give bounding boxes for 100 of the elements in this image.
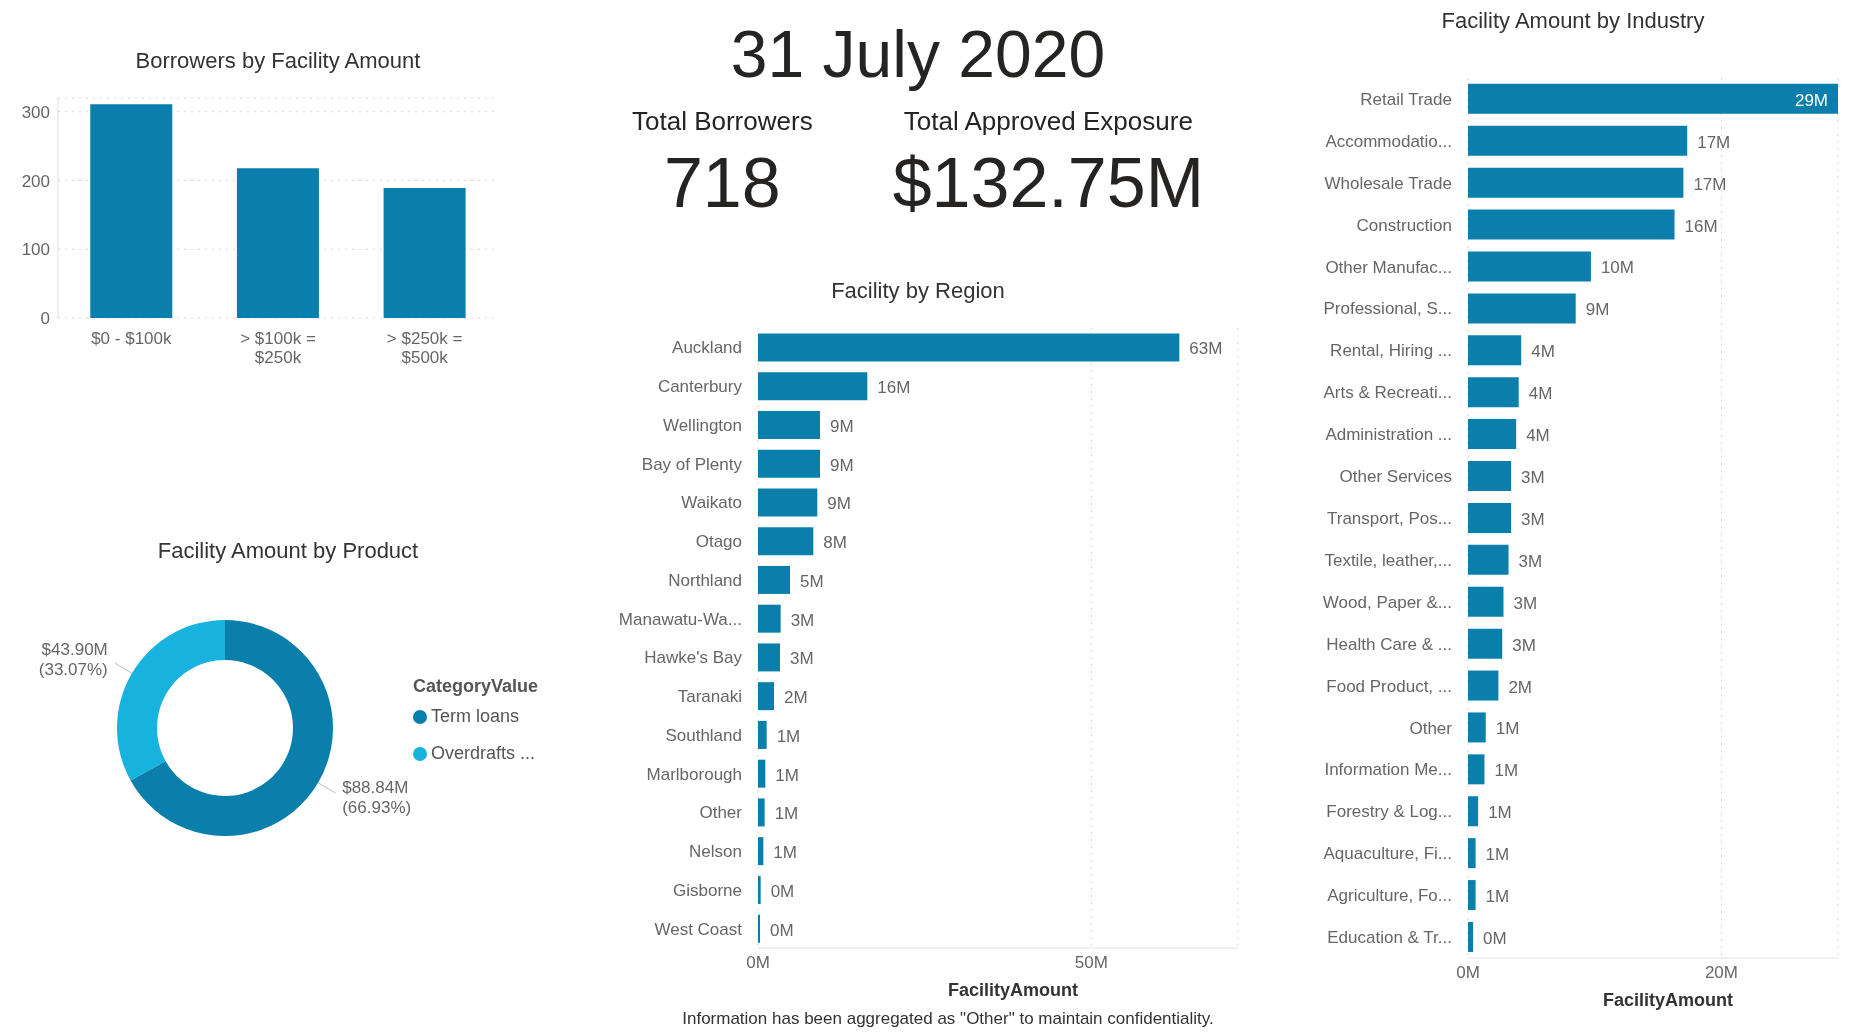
bar bbox=[1468, 628, 1503, 659]
x-axis-title: FacilityAmount bbox=[947, 980, 1079, 1001]
bar bbox=[1468, 502, 1512, 533]
bar bbox=[1468, 921, 1474, 952]
data-label: 1M bbox=[1495, 719, 1520, 739]
bar bbox=[1468, 838, 1476, 869]
bar bbox=[1468, 167, 1684, 198]
bar bbox=[1468, 419, 1517, 450]
y-tick-label: Construction bbox=[1356, 215, 1452, 235]
bar bbox=[1468, 83, 1838, 114]
bar bbox=[758, 798, 765, 827]
bar bbox=[758, 372, 868, 401]
data-label: 9M bbox=[830, 416, 854, 436]
legend-title: CategoryValue bbox=[412, 675, 538, 698]
data-label: 0M bbox=[770, 881, 795, 901]
y-tick-label: Agriculture, Fo... bbox=[1327, 886, 1452, 906]
data-label: 4M bbox=[1528, 384, 1553, 404]
data-label: 1M bbox=[1488, 803, 1512, 823]
y-tick-label: Hawke's Bay bbox=[644, 648, 743, 668]
y-tick-label: 100 bbox=[21, 240, 50, 260]
data-label: 17M bbox=[1693, 174, 1727, 194]
bar bbox=[236, 168, 319, 318]
y-tick-label: Otago bbox=[695, 532, 742, 552]
y-tick-label: Administration ... bbox=[1325, 425, 1452, 445]
data-label: 3M bbox=[1512, 635, 1536, 655]
bar bbox=[1468, 544, 1509, 575]
x-tick-label: > $250k = $500k bbox=[386, 329, 463, 367]
x-tick-label: 0M bbox=[1456, 963, 1480, 983]
bar bbox=[758, 720, 767, 749]
data-label: 8M bbox=[823, 533, 847, 553]
bar bbox=[758, 682, 774, 711]
bar bbox=[758, 449, 820, 478]
bar bbox=[758, 565, 790, 594]
bar bbox=[758, 643, 780, 672]
legend-label: Overdrafts ... bbox=[429, 742, 536, 765]
data-label: 2M bbox=[1508, 677, 1533, 697]
x-tick-label: 50M bbox=[1074, 953, 1108, 973]
y-tick-label: Gisborne bbox=[673, 880, 742, 900]
data-label: 29M bbox=[1794, 90, 1828, 110]
data-label: 3M bbox=[790, 649, 814, 669]
y-tick-label: Wellington bbox=[662, 415, 742, 435]
y-tick-label: West Coast bbox=[654, 919, 743, 939]
donut-slice bbox=[130, 620, 333, 836]
y-tick-label: Auckland bbox=[672, 338, 742, 358]
x-tick-label: 0M bbox=[746, 953, 770, 973]
data-label: 63M bbox=[1189, 339, 1223, 359]
y-tick-label: Textile, leather,... bbox=[1324, 550, 1452, 570]
y-tick-label: Southland bbox=[665, 725, 742, 745]
data-label: 3M bbox=[790, 610, 815, 630]
text: 31 July 2020 bbox=[729, 16, 1107, 92]
y-tick-label: Other Services bbox=[1339, 467, 1452, 487]
data-label: 10M bbox=[1600, 258, 1634, 278]
y-tick-label: Other bbox=[699, 803, 743, 823]
y-tick-label: Information Me... bbox=[1324, 760, 1452, 780]
y-tick-label: Health Care & ... bbox=[1326, 634, 1452, 654]
y-tick-label: Canterbury bbox=[657, 377, 743, 397]
y-tick-label: Rental, Hiring ... bbox=[1330, 341, 1452, 361]
bar bbox=[758, 333, 1180, 362]
y-tick-label: Transport, Pos... bbox=[1326, 509, 1452, 528]
y-tick-label: Food Product, ... bbox=[1326, 676, 1452, 696]
bar bbox=[1468, 461, 1512, 492]
bar bbox=[1468, 586, 1504, 617]
text: Total Borrowers bbox=[632, 106, 813, 137]
data-label: 1M bbox=[1485, 887, 1510, 907]
legend-label: Term loans bbox=[429, 705, 520, 728]
data-label: 1M bbox=[1494, 761, 1519, 781]
y-tick-label: Other bbox=[1409, 718, 1453, 738]
bar bbox=[758, 410, 820, 439]
data-label: $43.90M (33.07%) bbox=[38, 640, 108, 680]
x-tick-label: $0 - $100k bbox=[91, 329, 172, 348]
text: $132.75M bbox=[892, 143, 1204, 223]
y-tick-label: Aquaculture, Fi... bbox=[1323, 844, 1452, 864]
bar bbox=[1468, 670, 1499, 701]
data-label: 2M bbox=[784, 688, 808, 708]
y-tick-label: Education & Tr... bbox=[1327, 928, 1452, 948]
bar bbox=[758, 527, 814, 556]
bar bbox=[758, 759, 766, 788]
y-tick-label: 300 bbox=[21, 102, 50, 122]
text: 718 bbox=[662, 143, 782, 223]
y-tick-label: Marlborough bbox=[646, 764, 742, 784]
y-tick-label: Arts & Recreati... bbox=[1323, 383, 1452, 403]
donut-slice bbox=[117, 620, 225, 781]
data-label: 1M bbox=[1485, 845, 1510, 865]
bar bbox=[758, 488, 818, 517]
data-label: 9M bbox=[830, 455, 854, 475]
text: Information has been aggregated as "Other" to maintain confidentiality. bbox=[681, 1009, 1215, 1029]
chart-title: Facility by Region bbox=[830, 278, 1006, 304]
bar bbox=[1468, 251, 1591, 282]
data-label: 1M bbox=[775, 765, 799, 785]
chart-title: Facility Amount by Industry bbox=[1440, 8, 1706, 34]
x-tick-label: > $100k = $250k bbox=[240, 329, 316, 367]
bar bbox=[758, 604, 781, 633]
y-tick-label: Northland bbox=[668, 570, 742, 590]
bar bbox=[1468, 335, 1522, 366]
bar bbox=[1468, 754, 1485, 785]
y-tick-label: Bay of Plenty bbox=[641, 454, 743, 474]
data-label: 1M bbox=[776, 726, 801, 746]
y-tick-label: Nelson bbox=[689, 842, 742, 862]
bar bbox=[1468, 712, 1486, 743]
y-tick-label: Wood, Paper &... bbox=[1322, 592, 1452, 612]
